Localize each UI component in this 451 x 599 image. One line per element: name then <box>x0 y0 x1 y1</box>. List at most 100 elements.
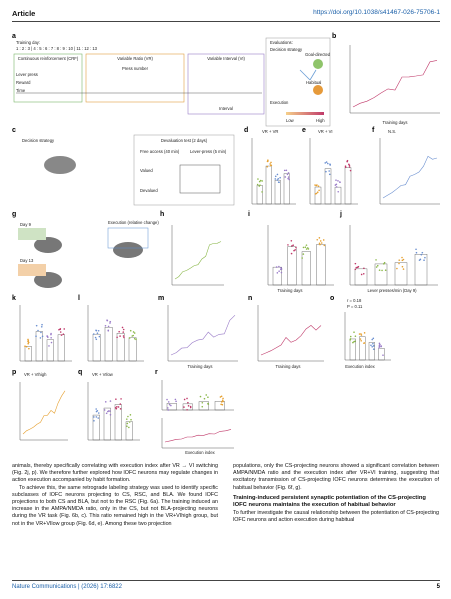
chart-decor <box>95 408 97 410</box>
chart-decor <box>87 382 140 441</box>
label: Decision strategy <box>22 138 55 143</box>
label: Training days <box>188 364 213 369</box>
label: Interval <box>219 106 233 111</box>
chart-decor <box>170 314 236 356</box>
chart-decor <box>183 398 186 401</box>
chart-decor <box>384 269 387 271</box>
label: Continuous reinforcement (CRF) <box>18 56 79 61</box>
chart-decor <box>415 248 417 251</box>
chart-decor <box>199 395 202 398</box>
chart-decor <box>398 259 401 261</box>
chart-decor <box>40 331 42 334</box>
chart-decor <box>394 262 408 286</box>
chart-decor <box>374 263 388 286</box>
chart-decor <box>378 344 381 346</box>
chart-decor <box>256 183 259 186</box>
chart-decor <box>221 403 224 406</box>
paragraph: To achieve this, the same retrograde lab… <box>12 484 218 527</box>
label: Low <box>286 118 295 123</box>
chart-decor <box>314 186 322 205</box>
paragraph: animals, thereby specifically correlatin… <box>12 463 218 484</box>
chart-decor <box>284 176 287 178</box>
chart-decor <box>325 161 328 163</box>
chart-decor <box>304 246 307 248</box>
panel-letter: q <box>78 369 82 376</box>
chart-decor <box>378 342 381 345</box>
label: Lever-press (5 min) <box>190 149 227 154</box>
chart-decor <box>170 404 172 407</box>
chart-decor <box>46 339 54 362</box>
chart-decor <box>128 426 130 429</box>
chart-decor <box>50 337 52 339</box>
chart-decor <box>287 246 297 286</box>
chart-decor <box>355 266 358 269</box>
label: Goal-directed <box>305 52 331 57</box>
chart-decor <box>293 249 295 252</box>
chart-decor <box>372 342 374 345</box>
label: Execution <box>270 100 289 105</box>
chart-decor <box>37 329 39 332</box>
chart-decor <box>317 185 320 187</box>
chart-decor <box>119 403 122 405</box>
chart-decor <box>335 186 338 188</box>
chart-decor <box>276 179 279 181</box>
chart-decor <box>95 329 97 332</box>
figure: a b c d e f g h i j k l m n o p q r Trai… <box>12 33 440 455</box>
chart-decor <box>275 266 278 268</box>
chart-decor <box>24 346 32 362</box>
label: P = 0.11 <box>347 304 363 309</box>
chart-decor <box>378 269 381 271</box>
label: Free access (40 min) <box>140 149 180 154</box>
chart-decor <box>382 354 384 356</box>
chart-decor <box>381 269 383 272</box>
label: Decision strategy <box>270 47 303 52</box>
chart-decor <box>131 335 134 337</box>
chart-decor <box>349 338 356 361</box>
paragraph: To further investigate the causal relati… <box>233 510 439 524</box>
chart-decor <box>103 407 111 441</box>
chart-decor <box>363 267 365 270</box>
section-heading: Training-induced persistent synaptic pot… <box>233 494 426 509</box>
chart-decor <box>120 398 122 400</box>
chart-decor <box>279 176 281 179</box>
chart-decor <box>259 179 262 182</box>
chart-decor <box>371 338 374 341</box>
chart-decor <box>261 191 263 193</box>
chart-decor <box>348 163 350 166</box>
chart-decor <box>128 421 131 423</box>
chart-decor <box>276 173 279 176</box>
chart-decor <box>127 415 129 418</box>
chart-decor <box>363 332 366 334</box>
chart-decor <box>119 335 121 337</box>
chart-decor <box>128 337 131 339</box>
chart-decor <box>168 403 171 406</box>
chart-decor <box>129 329 132 332</box>
doi-link[interactable]: https://doi.org/10.1038/s41467-026-75706… <box>313 9 440 16</box>
chart-decor <box>378 345 381 348</box>
chart-decor <box>258 185 261 187</box>
label: r = 0.18 <box>347 298 362 303</box>
label: Habitual <box>306 80 321 85</box>
chart-decor <box>287 244 289 246</box>
chart-decor <box>60 334 63 336</box>
label: Training days <box>278 288 303 293</box>
chart-decor <box>87 305 144 362</box>
chart-decor <box>325 170 327 173</box>
chart-decor <box>371 346 373 348</box>
chart-decor <box>287 176 290 178</box>
chart-decor <box>265 165 272 205</box>
chart-decor <box>114 404 122 441</box>
chart-decor <box>372 348 375 350</box>
chart-decor <box>109 322 111 324</box>
chart-decor <box>109 400 112 402</box>
chart-decor <box>128 337 137 362</box>
chart-decor <box>324 162 327 164</box>
chart-decor <box>318 189 320 192</box>
label: Press number <box>122 66 149 71</box>
right-column: populations, only the CS-projecting neur… <box>233 463 439 525</box>
chart-decor <box>24 345 26 348</box>
chart-decor <box>267 225 334 286</box>
chart-decor <box>41 323 43 326</box>
chart-decor <box>207 403 210 405</box>
